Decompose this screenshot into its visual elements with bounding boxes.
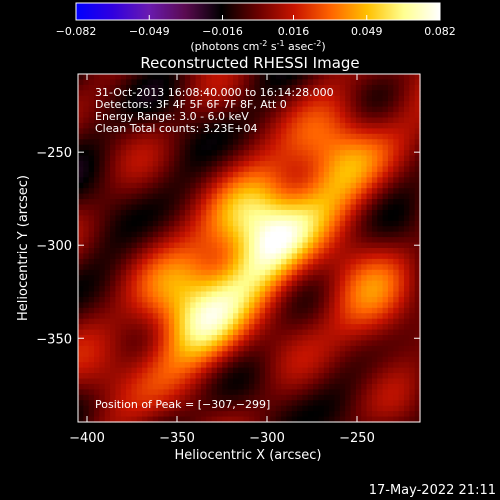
colorbar-tick-label: −0.016 [202, 25, 243, 38]
x-axis-label: Heliocentric X (arcsec) [175, 448, 322, 463]
x-tick-label: −400 [69, 431, 105, 446]
colorbar [75, 2, 441, 21]
annotation-time-range: 31-Oct-2013 16:08:40.000 to 16:14:28.000 [95, 86, 334, 99]
plot-frame [77, 73, 421, 423]
colorbar-ticks: −0.082 −0.049 −0.016 0.016 0.049 0.082 [56, 15, 456, 38]
colorbar-tick-label: 0.016 [278, 25, 310, 38]
y-tick-label: −250 [36, 146, 72, 161]
y-axis: −250 −300 −350 [36, 146, 420, 347]
x-axis: −400 −350 −300 −250 [69, 74, 375, 446]
colorbar-tick-label: 0.049 [351, 25, 383, 38]
colorbar-units: (photons cm-2 s-1 asec-2) [190, 39, 325, 53]
x-tick-label: −250 [339, 431, 375, 446]
y-axis-label: Heliocentric Y (arcsec) [16, 175, 31, 321]
colorbar-tick-label: −0.082 [56, 25, 97, 38]
x-tick-label: −350 [159, 431, 195, 446]
peak-position-label: Position of Peak = [−307,−299] [95, 398, 270, 411]
colorbar-tick-label: 0.082 [424, 25, 456, 38]
footer-timestamp: 17-May-2022 21:11 [369, 483, 496, 498]
colorbar-tick-label: −0.049 [129, 25, 170, 38]
chart-title: Reconstructed RHESSI Image [140, 54, 359, 72]
y-tick-label: −300 [36, 239, 72, 254]
y-tick-label: −350 [36, 332, 72, 347]
annotation-energy-range: Energy Range: 3.0 - 6.0 keV [95, 110, 249, 123]
x-tick-label: −300 [249, 431, 285, 446]
annotation-clean-counts: Clean Total counts: 3.23E+04 [95, 122, 258, 135]
annotation-block: 31-Oct-2013 16:08:40.000 to 16:14:28.000… [95, 86, 334, 135]
heatmap-image [78, 74, 421, 423]
annotation-detectors: Detectors: 3F 4F 5F 6F 7F 8F, Att 0 [95, 98, 287, 111]
